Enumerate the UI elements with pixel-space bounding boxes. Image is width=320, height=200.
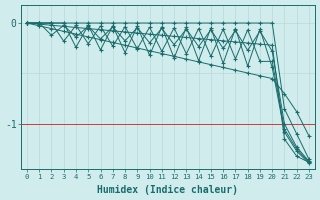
X-axis label: Humidex (Indice chaleur): Humidex (Indice chaleur) xyxy=(98,185,238,195)
